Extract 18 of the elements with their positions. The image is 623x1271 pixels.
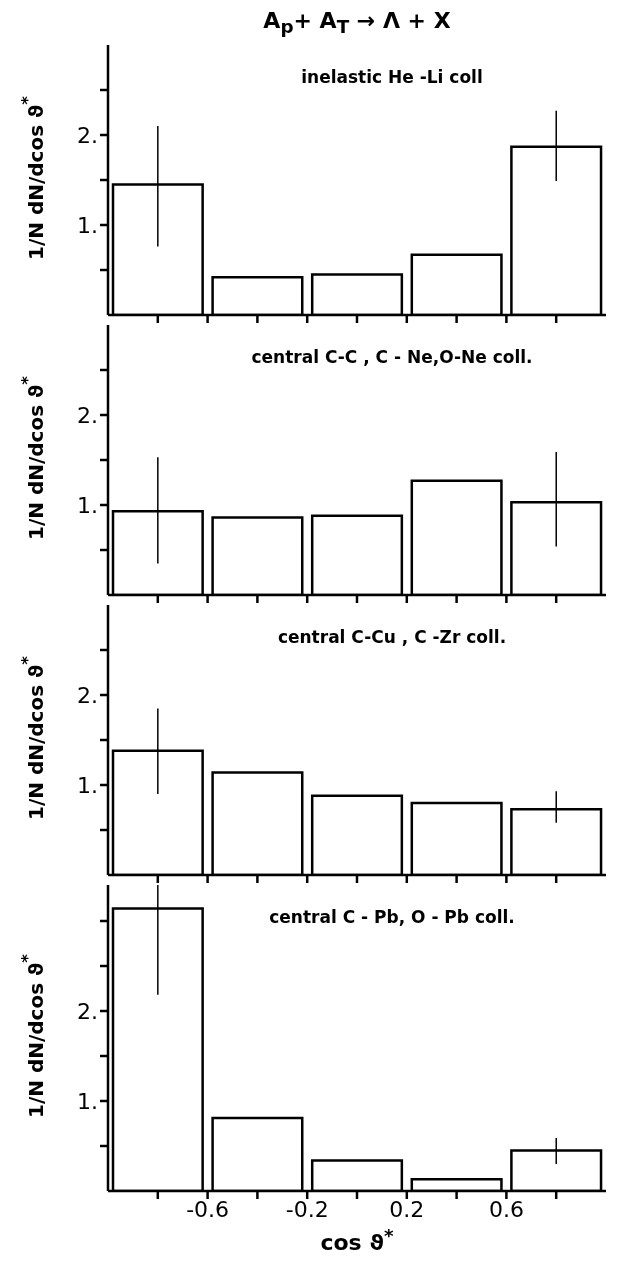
x-tick-label: 0.2 [389,1197,425,1223]
y-tick-label: 2. [77,999,98,1025]
y-tick-label: 1. [77,1089,98,1115]
y-tick-label: 1. [77,213,98,239]
x-axis-title: cos ϑ$^{*}$ [319,1225,395,1256]
annotation: central C-Cu , C -Zr coll. [276,627,508,648]
y-tick-label: 2. [77,403,98,429]
y-tick-label: 2. [77,123,98,149]
annotation: central C - Pb, O - Pb coll. [268,907,516,928]
annotation: central C-C , C - Ne,O-Ne coll. [250,347,534,368]
y-tick-label: 1. [77,773,98,799]
x-tick-label: -0.2 [285,1197,329,1223]
y-tick-label: 2. [77,683,98,709]
y-tick-label: 1. [77,493,98,519]
x-tick-label: -0.6 [186,1197,230,1223]
x-tick-label: 0.6 [488,1197,524,1223]
chart-title: A$_{p}$+ A$_{T}$ → Λ + X [262,8,452,40]
annotation: inelastic He -Li coll [300,67,484,88]
